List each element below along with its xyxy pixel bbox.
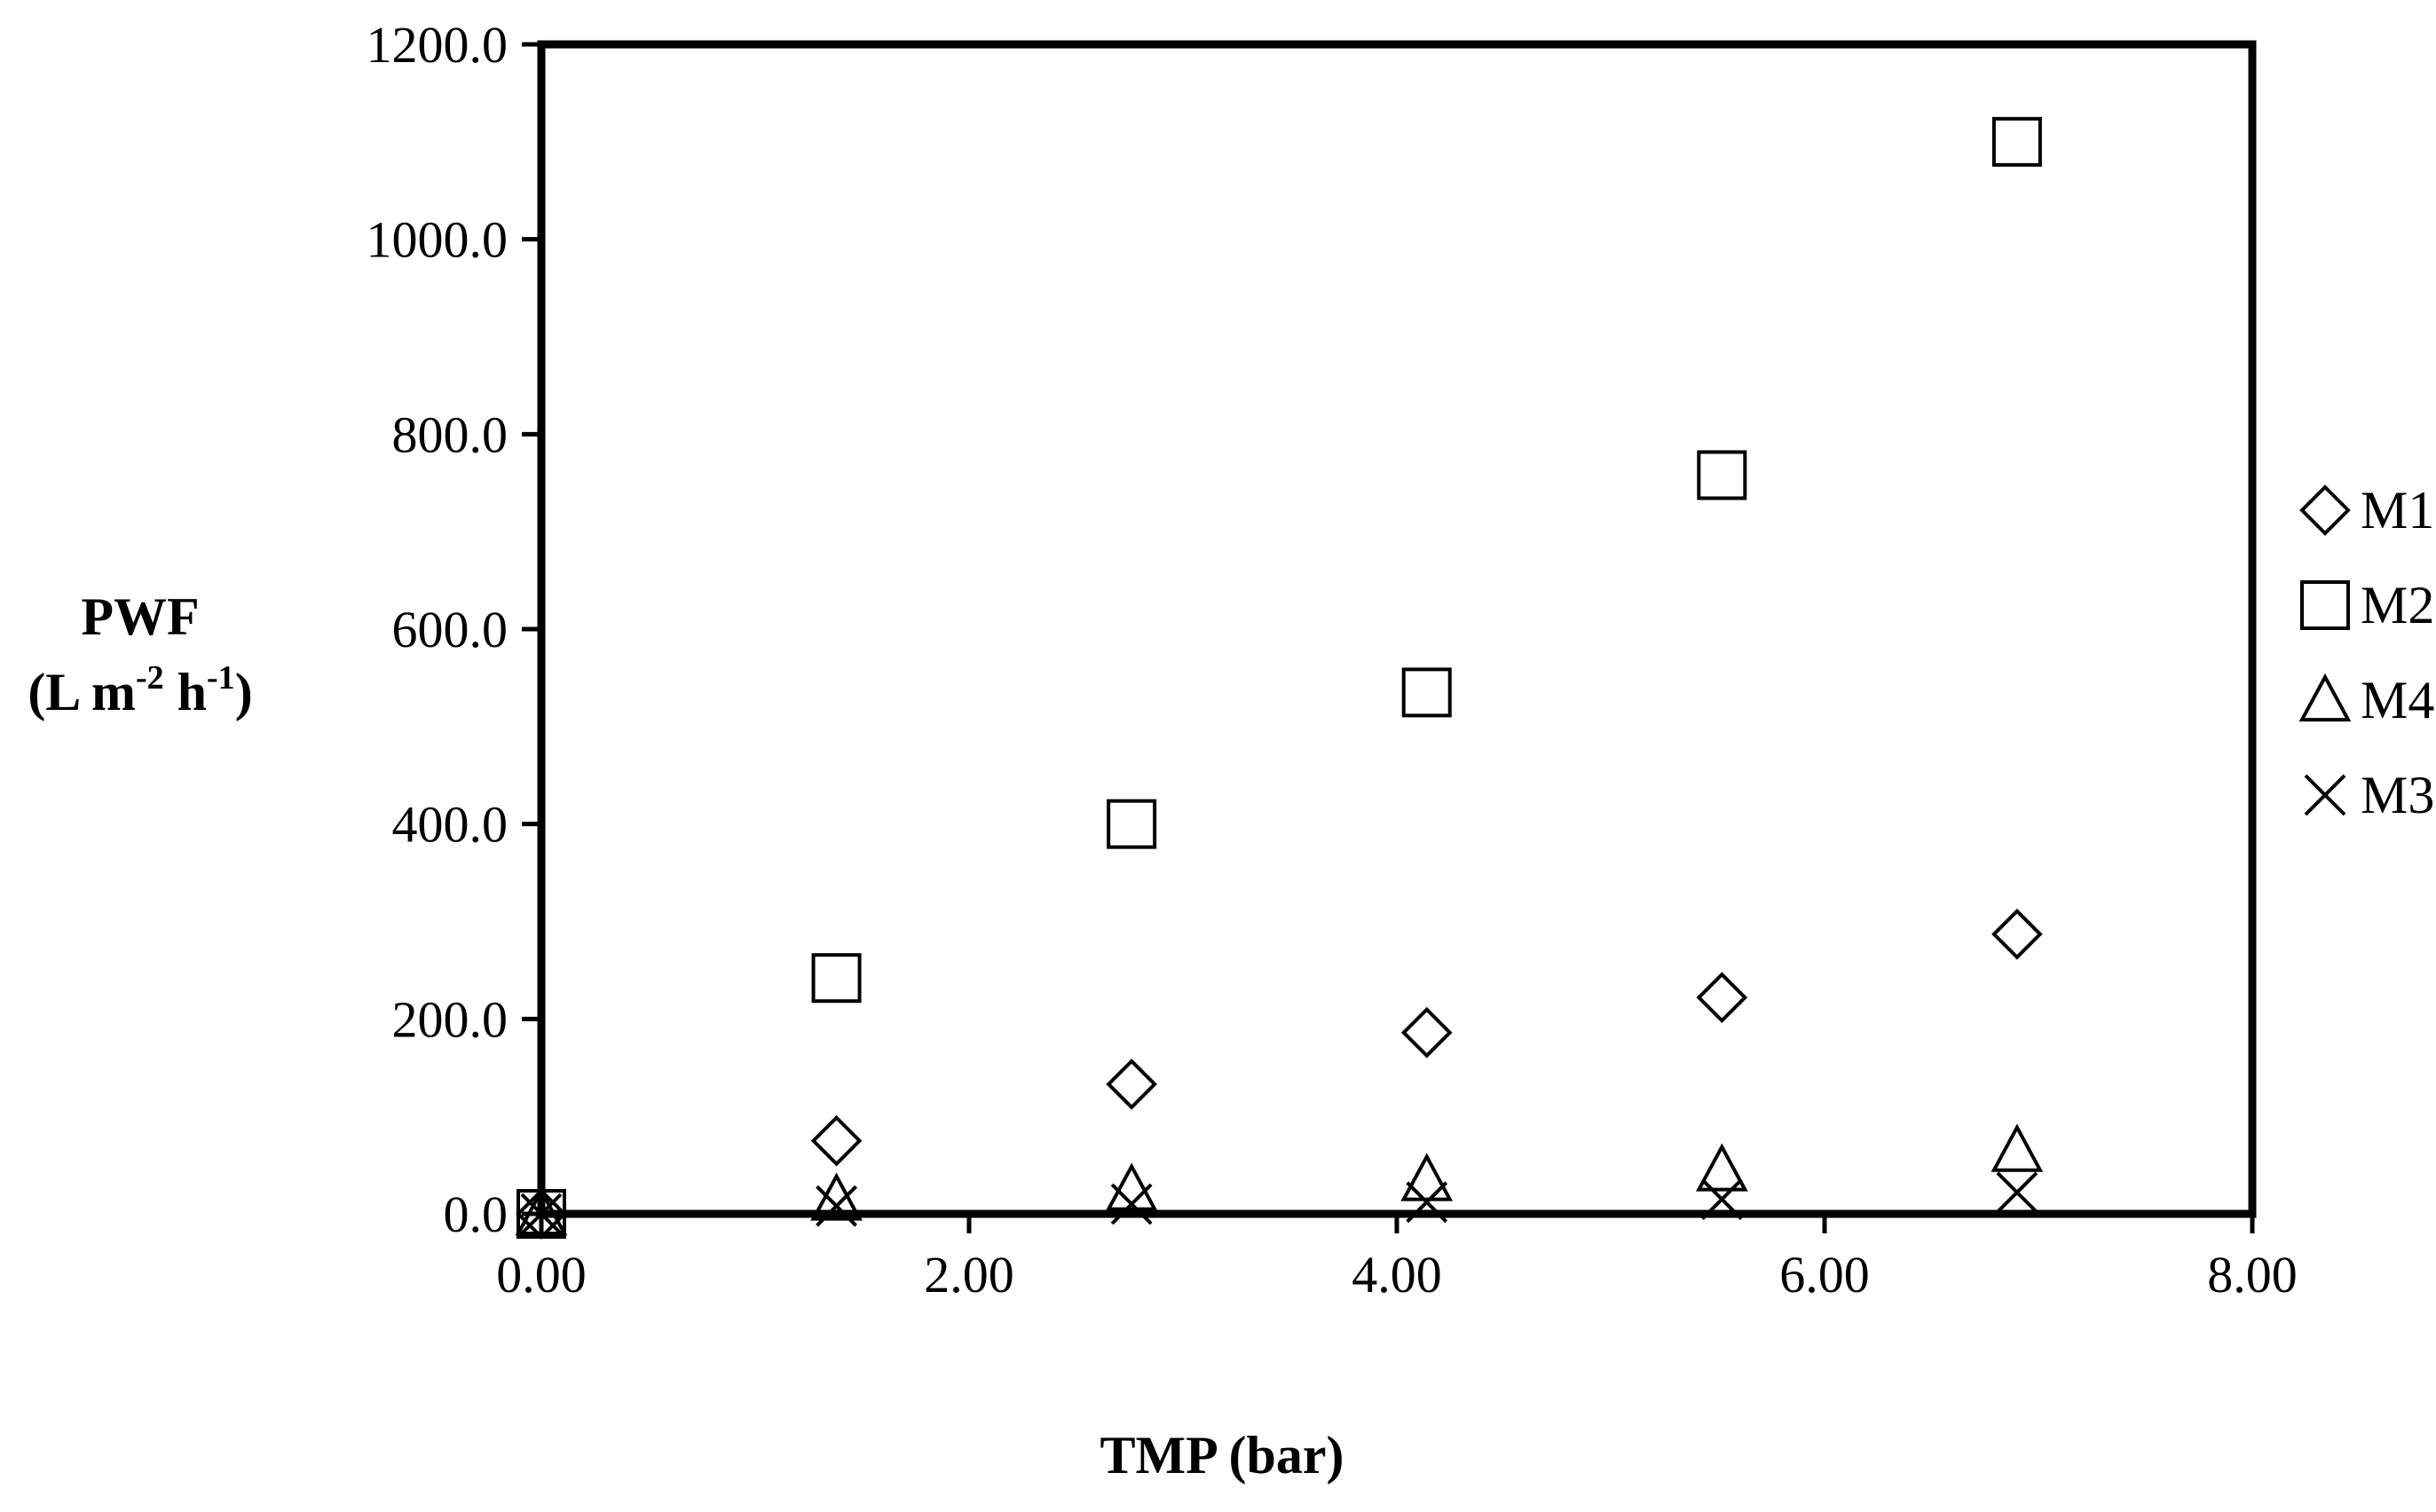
data-point-m4 [1991, 1123, 2044, 1172]
data-point-m2 [1697, 450, 1747, 500]
data-point-m1 [810, 1114, 863, 1167]
legend-marker-m1 [2299, 484, 2351, 536]
data-point-m3-stroke [1996, 1171, 2038, 1214]
y-axis-title-unit-sup2: -1 [207, 659, 235, 697]
x-tick-label: 6.00 [1779, 1246, 1870, 1303]
y-tick-label: 400.0 [392, 796, 508, 854]
y-axis-title-line1: PWF [81, 587, 199, 646]
y-tick-label: 600.0 [392, 601, 508, 658]
plot-frame [537, 40, 2257, 1218]
ticks-group: 0.00 2.00 4.00 6.00 8.00 0.0 200.0 400.0 600.0 80… [367, 16, 2298, 1303]
data-point-m3-stroke [1700, 1178, 1743, 1220]
y-axis-title-unit-base: (L m [28, 663, 136, 721]
legend-marker-m2 [2300, 580, 2350, 630]
data-point-m2 [1401, 667, 1452, 718]
data-point-m3 [1996, 1171, 2038, 1214]
data-point-m4 [1105, 1162, 1158, 1211]
data-point-m3-stroke [1406, 1181, 1448, 1224]
legend-label-m3: M3 [2361, 766, 2434, 824]
data-point-m2 [811, 953, 862, 1004]
data-point-m3-stroke [1110, 1183, 1153, 1225]
data-point-m3-stroke [520, 1193, 563, 1235]
data-point-m3 [520, 1193, 563, 1235]
marks-group [515, 116, 2044, 1240]
x-tick-label: 0.00 [496, 1246, 587, 1303]
data-point-m2 [1107, 799, 1157, 849]
data-point-m3-stroke [816, 1185, 857, 1227]
data-point-m4 [1400, 1153, 1454, 1201]
data-point-m4 [810, 1172, 863, 1221]
data-point-m4 [515, 1186, 568, 1236]
data-point-m3 [1406, 1181, 1448, 1224]
x-tick-label: 2.00 [924, 1246, 1014, 1303]
data-point-m3 [1700, 1178, 1743, 1220]
y-tick-label: 0.0 [444, 1185, 508, 1243]
x-tick-label: 8.00 [2207, 1246, 2298, 1303]
data-point-m1 [1400, 1006, 1453, 1059]
data-point-m3 [1110, 1183, 1153, 1225]
x-axis-title: TMP (bar) [1100, 1426, 1344, 1484]
y-tick-label: 800.0 [392, 406, 508, 463]
data-point-m1 [1696, 972, 1748, 1023]
legend-label-m1: M1 [2361, 481, 2434, 539]
y-tick-label: 200.0 [392, 990, 508, 1048]
legend-marker-m3-stroke [2304, 774, 2346, 816]
x-tick-label: 4.00 [1352, 1246, 1442, 1303]
y-axis-title-unit-mid: h [164, 663, 207, 721]
y-axis-title-line2: (L m-2 h-1) [28, 659, 252, 721]
y-axis-title-unit-end: ) [235, 663, 253, 721]
legend-label-m2: M2 [2361, 576, 2434, 634]
legend-label-m4: M4 [2361, 671, 2434, 729]
data-point-m2 [1991, 116, 2042, 167]
legend-marker-m3 [2304, 774, 2346, 816]
y-axis-title-unit-sup1: -2 [136, 659, 164, 697]
legend-marker-m4 [2298, 673, 2352, 722]
y-tick-label: 1200.0 [367, 16, 508, 74]
legend: M1 M2 M4 M3 [2298, 481, 2434, 824]
y-tick-label: 1000.0 [367, 211, 508, 269]
data-point-m1 [1106, 1059, 1157, 1110]
plot-frame-group [537, 40, 2257, 1218]
data-point-m1 [1991, 908, 2043, 960]
data-point-m3 [816, 1185, 857, 1227]
data-point-m4 [1695, 1143, 1748, 1192]
